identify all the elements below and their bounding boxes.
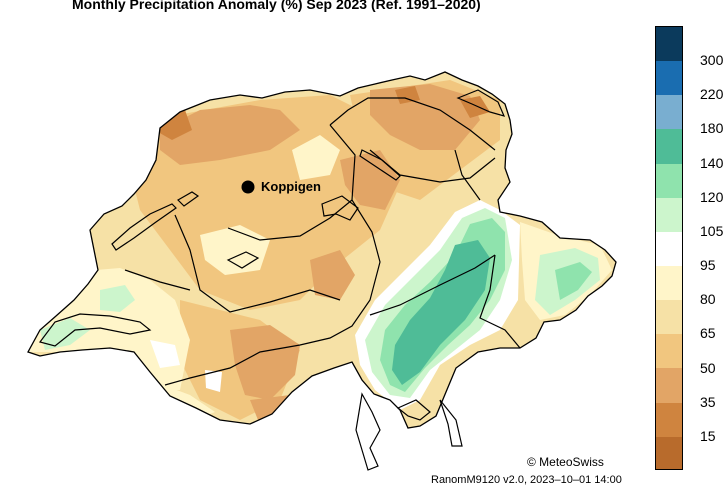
color-scale-segment: [656, 300, 682, 335]
credit-text: © MeteoSwiss: [527, 455, 604, 469]
color-scale-segment: [656, 61, 682, 96]
station-marker: [241, 180, 255, 194]
color-scale-segment: [656, 27, 682, 62]
color-scale-segment: [656, 163, 682, 198]
color-scale-label: 105: [700, 222, 724, 239]
station-label: Koppigen: [261, 179, 321, 194]
color-scale-label: 15: [700, 427, 716, 444]
map-title: Monthly Precipitation Anomaly (%) Sep 20…: [72, 0, 481, 12]
color-scale-label: 180: [700, 120, 724, 137]
color-scale-segment: [656, 231, 682, 266]
color-scale-label: 140: [700, 154, 724, 171]
color-scale-label: 95: [700, 257, 716, 274]
color-scale-segment: [656, 368, 682, 403]
color-scale-segment: [656, 95, 682, 130]
color-scale-segment: [656, 402, 682, 437]
color-scale-segment: [656, 129, 682, 164]
color-scale-label: 120: [700, 188, 724, 205]
lake-geneva: [38, 313, 152, 347]
country-border: [27, 71, 617, 429]
color-scale: [655, 26, 683, 470]
color-scale-label: 65: [700, 325, 716, 342]
color-scale-label: 300: [700, 52, 724, 69]
lake-lucerne: [321, 195, 359, 221]
version-text: RanomM9120 v2.0, 2023–10–01 14:00: [431, 474, 622, 486]
lake-zurich: [359, 149, 401, 181]
lake-lugano: [396, 399, 431, 421]
lake-maggiore: [355, 392, 381, 471]
color-scale-label: 80: [700, 291, 716, 308]
anomaly-field: [28, 72, 616, 428]
regional-boundaries: [124, 97, 521, 386]
color-scale-segment: [656, 436, 682, 469]
switzerland-map: [27, 71, 617, 471]
color-scale-segment: [656, 334, 682, 369]
lake-constance: [456, 89, 506, 117]
lake-neuchatel: [111, 203, 177, 251]
color-scale-segment: [656, 265, 682, 301]
lake-como: [439, 399, 463, 447]
lakes: [38, 89, 506, 471]
color-scale-segment: [656, 197, 682, 232]
color-scale-label: 50: [700, 359, 716, 376]
color-scale-label: 35: [700, 393, 716, 410]
lake-thun: [226, 251, 260, 269]
color-scale-label: 220: [700, 86, 724, 103]
lake-biel: [177, 191, 200, 207]
